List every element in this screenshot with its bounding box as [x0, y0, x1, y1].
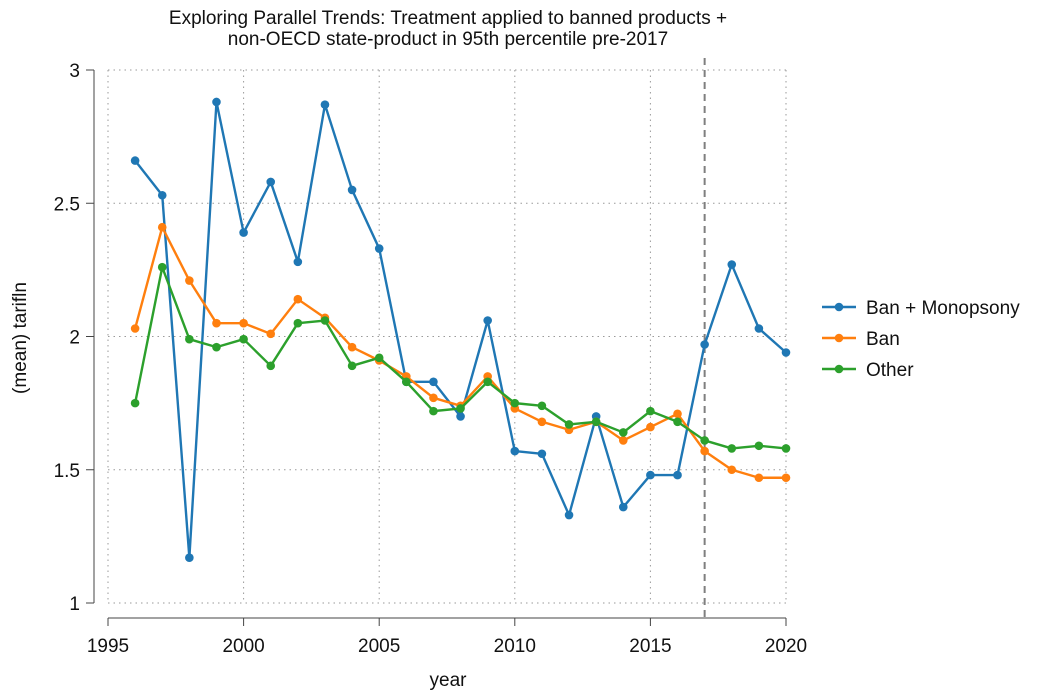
- y-tick-label: 2.5: [54, 194, 80, 215]
- data-point-ban-monopsony: [483, 316, 492, 325]
- data-point-other: [537, 401, 547, 411]
- data-point-ban-monopsony: [239, 228, 248, 237]
- data-point-other: [157, 262, 167, 272]
- legend-swatch-marker: [834, 302, 844, 312]
- data-point-ban-monopsony: [347, 185, 357, 195]
- data-point-other: [212, 342, 221, 352]
- data-point-ban-monopsony: [781, 348, 791, 357]
- data-point-other: [727, 444, 737, 453]
- data-point-ban-monopsony: [754, 324, 764, 333]
- data-point-ban-monopsony: [266, 177, 276, 187]
- legend: Ban + Monopsony Ban Other: [822, 298, 1020, 381]
- data-point-ban-monopsony: [293, 257, 303, 267]
- data-point-ban-monopsony: [130, 156, 140, 165]
- data-point-ban-monopsony: [212, 97, 221, 107]
- data-point-ban: [537, 417, 547, 427]
- y-axis-label: (mean) tarifln: [10, 282, 31, 394]
- data-point-other: [564, 420, 574, 429]
- legend-item-ban-monopsony: Ban + Monopsony: [822, 298, 1020, 319]
- legend-label: Ban + Monopsony: [866, 298, 1020, 319]
- data-point-ban-monopsony: [320, 100, 330, 109]
- data-point-other: [754, 441, 764, 451]
- x-tick-label: 2000: [222, 636, 264, 657]
- plot-area: [94, 53, 802, 618]
- data-point-ban: [157, 222, 167, 232]
- data-point-other: [429, 406, 438, 416]
- data-point-ban-monopsony: [673, 470, 682, 480]
- legend-swatch-marker: [834, 333, 844, 343]
- grid: [107, 69, 787, 604]
- data-point-other: [347, 361, 357, 371]
- data-point-ban: [239, 318, 248, 328]
- data-point-other: [781, 444, 791, 453]
- data-point-other: [130, 398, 140, 408]
- data-point-ban-monopsony: [429, 377, 438, 387]
- series-other: [130, 262, 791, 453]
- data-point-ban-monopsony: [510, 446, 520, 456]
- data-point-other: [618, 428, 628, 437]
- data-point-ban: [293, 294, 303, 304]
- x-tick-label: 1995: [87, 636, 129, 657]
- data-point-ban: [781, 473, 791, 483]
- chart-title-line-1: Exploring Parallel Trends: Treatment app…: [169, 8, 727, 29]
- data-point-other: [266, 361, 276, 371]
- data-point-ban-monopsony: [700, 340, 709, 349]
- data-point-ban: [646, 422, 655, 432]
- data-point-other: [673, 417, 682, 427]
- y-tick-label: 2: [69, 328, 80, 349]
- data-point-ban: [212, 318, 221, 328]
- data-point-ban: [130, 324, 140, 333]
- data-point-ban-monopsony: [727, 260, 737, 269]
- data-point-other: [320, 316, 330, 325]
- axes: [86, 69, 787, 626]
- series-ban-monopsony: [130, 97, 791, 562]
- data-point-other: [646, 406, 655, 416]
- data-point-other: [293, 318, 303, 328]
- data-point-ban: [266, 329, 276, 339]
- data-point-ban-monopsony: [456, 412, 465, 421]
- data-point-other: [591, 417, 601, 427]
- chart-title: Exploring Parallel Trends: Treatment app…: [169, 8, 727, 50]
- legend-swatch-marker: [834, 364, 844, 374]
- data-point-other: [185, 334, 194, 344]
- data-point-ban-monopsony: [374, 244, 384, 253]
- data-point-ban: [754, 473, 764, 483]
- data-point-ban: [347, 342, 357, 352]
- data-point-ban: [700, 446, 709, 456]
- data-point-ban: [727, 465, 737, 475]
- legend-label: Ban: [866, 329, 900, 350]
- data-point-other: [510, 398, 520, 408]
- x-axis-label: year: [430, 670, 468, 691]
- data-point-ban: [618, 436, 628, 445]
- data-point-other: [483, 377, 492, 387]
- x-tick-label: 2010: [494, 636, 536, 657]
- data-point-ban-monopsony: [618, 502, 628, 512]
- data-point-ban-monopsony: [185, 553, 194, 562]
- x-tick-label: 2020: [765, 636, 807, 657]
- legend-item-ban: Ban: [822, 329, 900, 350]
- data-point-ban-monopsony: [646, 470, 655, 480]
- y-tick-label: 1.5: [54, 461, 80, 482]
- x-tick-label: 2015: [629, 636, 671, 657]
- data-point-other: [239, 334, 248, 344]
- data-point-ban: [185, 276, 194, 285]
- data-point-other: [402, 377, 411, 387]
- data-point-ban: [429, 393, 438, 403]
- legend-label: Other: [866, 360, 914, 381]
- data-point-other: [456, 404, 465, 413]
- legend-item-other: Other: [822, 360, 914, 381]
- chart-title-line-2: non-OECD state-product in 95th percentil…: [228, 29, 668, 50]
- series-group: [130, 97, 791, 562]
- data-point-ban-monopsony: [157, 190, 167, 200]
- y-tick-label: 1: [69, 594, 80, 615]
- data-point-ban: [673, 409, 682, 419]
- x-tick-label: 2005: [358, 636, 400, 657]
- data-point-ban-monopsony: [564, 510, 574, 520]
- data-point-other: [700, 436, 709, 445]
- data-point-ban-monopsony: [537, 449, 547, 459]
- tick-labels: 1 1.5 2 2.5 3 1995 2000 2005 2010 2015 2020: [54, 61, 808, 657]
- data-point-other: [374, 353, 384, 363]
- y-tick-label: 3: [69, 61, 80, 82]
